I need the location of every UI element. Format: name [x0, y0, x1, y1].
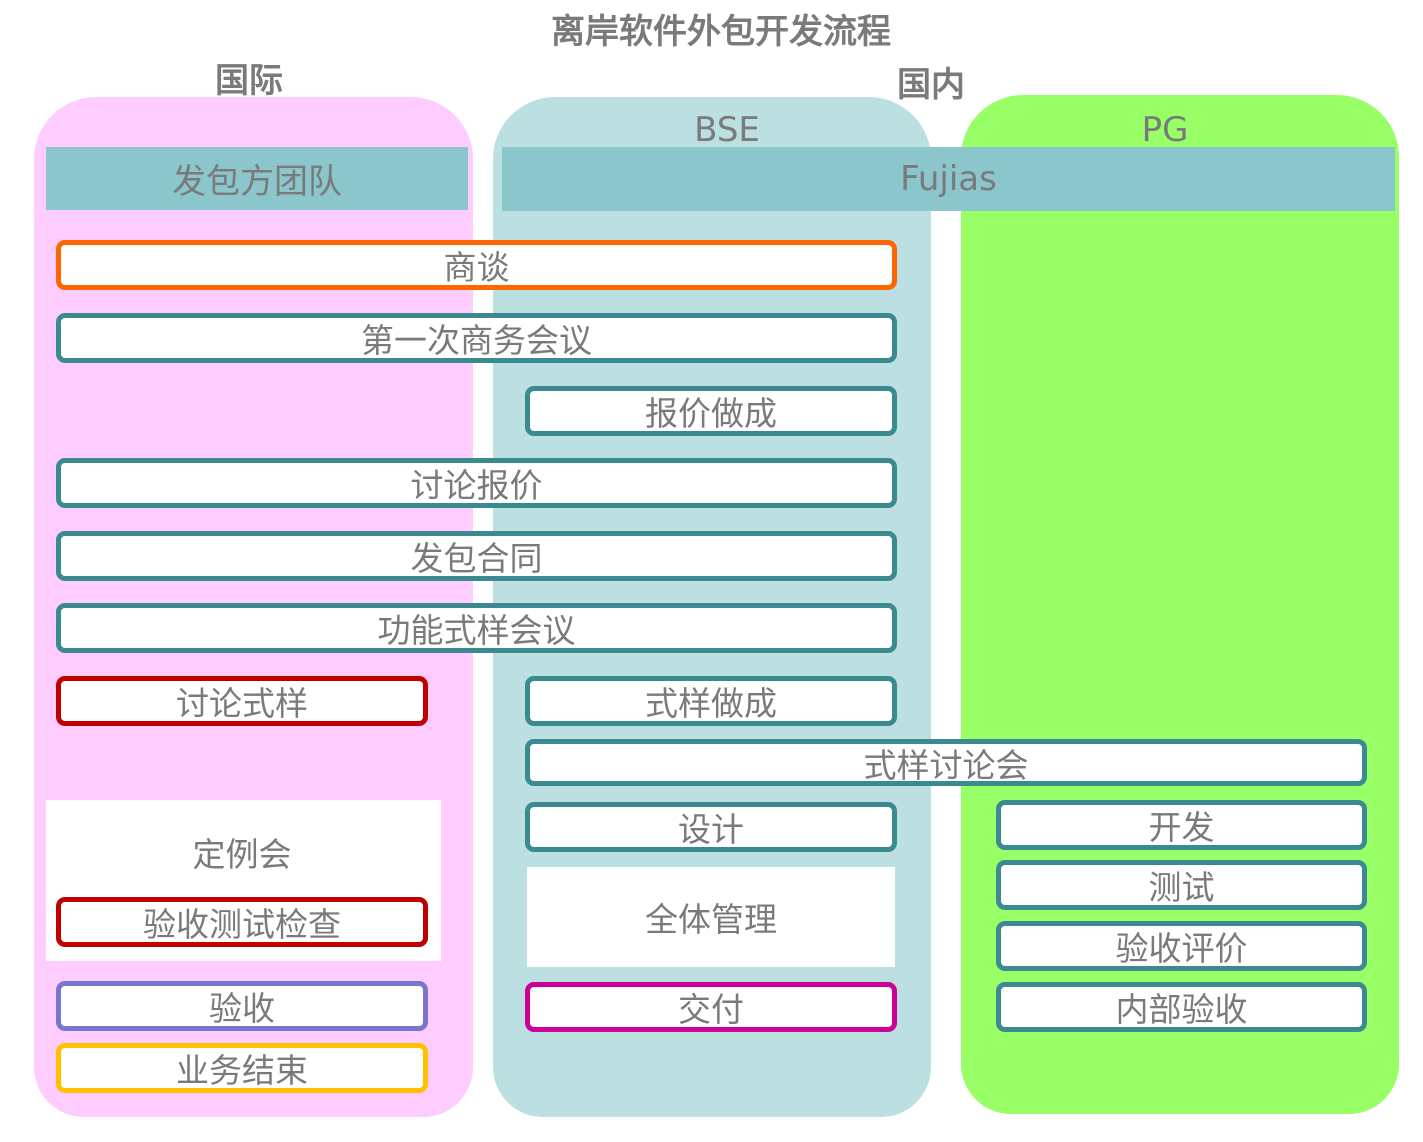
step-internal-acceptance: 内部验收: [996, 982, 1367, 1032]
step-negotiation: 商谈: [56, 240, 897, 290]
step-acceptance-eval: 验收评价: [996, 921, 1367, 971]
overall-management-panel: 全体管理: [527, 867, 895, 967]
step-quote-make: 报价做成: [525, 386, 897, 436]
step-spec-meeting: 功能式样会议: [56, 603, 897, 653]
step-spec-discuss: 讨论式样: [56, 676, 428, 726]
step-develop: 开发: [996, 800, 1367, 850]
step-spec-make: 式样做成: [525, 676, 897, 726]
step-test: 测试: [996, 860, 1367, 910]
step-quote-discuss: 讨论报价: [56, 458, 897, 508]
step-acceptance: 验收: [56, 981, 428, 1031]
step-business-end: 业务结束: [56, 1043, 428, 1093]
step-first-meeting: 第一次商务会议: [56, 313, 897, 363]
client-team-header: 发包方团队: [46, 147, 468, 210]
regular-meeting-label: 定例会: [192, 835, 292, 874]
fujias-header: Fujias: [502, 147, 1395, 211]
lane-pg-label: PG: [1141, 110, 1189, 150]
diagram-title: 离岸软件外包开发流程: [551, 12, 891, 52]
step-contract: 发包合同: [56, 531, 897, 581]
step-acceptance-test-check: 验收测试检查: [56, 897, 428, 947]
region-international: 国际: [215, 61, 283, 101]
step-delivery: 交付: [525, 982, 897, 1032]
step-design: 设计: [525, 802, 897, 852]
step-spec-review: 式样讨论会: [525, 739, 1367, 786]
region-domestic: 国内: [897, 65, 965, 105]
lane-bse-label: BSE: [694, 110, 760, 150]
